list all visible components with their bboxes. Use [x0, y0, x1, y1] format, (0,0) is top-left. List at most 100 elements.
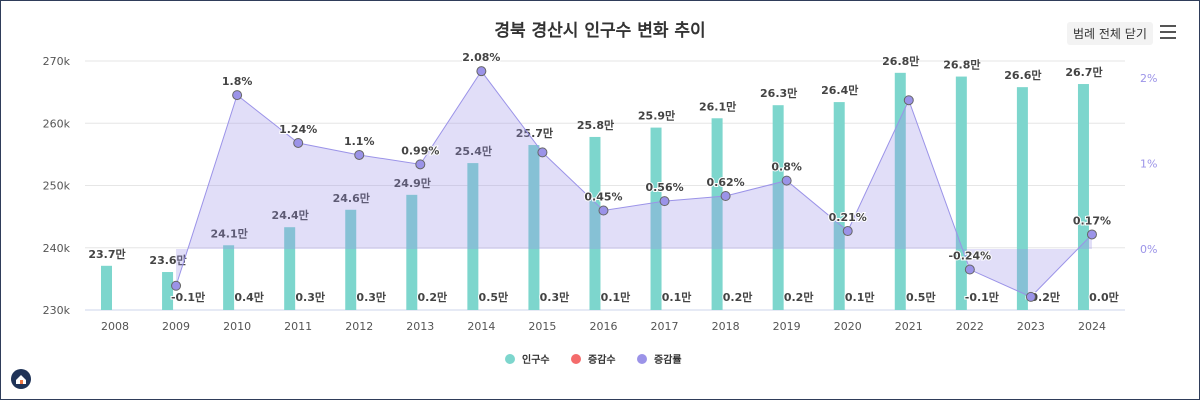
- legend-item: 증감수: [588, 354, 616, 366]
- population-label: 26.4만: [821, 83, 858, 97]
- rate-label: 0.62%: [707, 176, 745, 189]
- population-bar: [528, 145, 540, 310]
- change-label: 0.1만: [845, 290, 875, 304]
- population-label: 24.1만: [210, 226, 247, 240]
- change-label: -0.1만: [965, 290, 999, 304]
- x-tick-label: 2021: [895, 320, 923, 333]
- rate-point: [598, 205, 609, 216]
- chart-title: 경북 경산시 인구수 변화 추이: [494, 21, 706, 41]
- population-label: 26.7만: [1065, 65, 1102, 79]
- population-bar: [833, 102, 845, 311]
- x-tick-label: 2011: [284, 320, 312, 333]
- legend-marker: [637, 354, 647, 364]
- rate-line: [175, 70, 1093, 298]
- population-label: 24.4만: [272, 208, 309, 222]
- population-label: 23.7만: [88, 247, 125, 261]
- rate-point: [659, 196, 670, 207]
- population-bar: [711, 118, 723, 311]
- legend-marker: [571, 354, 581, 364]
- population-bar: [223, 245, 235, 310]
- y-tick-label: 260k: [43, 117, 71, 130]
- population-bar: [1077, 84, 1089, 310]
- y-tick-label: 230k: [43, 304, 71, 317]
- change-label: 0.4만: [234, 290, 264, 304]
- rate-label: 1.1%: [344, 135, 375, 148]
- change-label: 0.2만: [723, 290, 753, 304]
- rate-label: 2.08%: [462, 51, 500, 64]
- population-label: 25.8만: [577, 118, 614, 132]
- population-bar: [894, 72, 906, 310]
- population-label: 26.1만: [699, 99, 736, 113]
- x-tick-label: 2016: [589, 320, 617, 333]
- hamburger-icon[interactable]: [1160, 25, 1176, 39]
- change-label: -0.1만: [171, 290, 205, 304]
- x-tick-label: 2017: [651, 320, 679, 333]
- population-bar: [467, 163, 479, 310]
- y2-tick-label: 0%: [1140, 243, 1157, 256]
- rate-point: [232, 90, 243, 101]
- rate-point: [781, 175, 792, 186]
- rate-label: 1.24%: [279, 123, 317, 136]
- rate-point: [1086, 229, 1097, 240]
- x-tick-label: 2023: [1017, 320, 1045, 333]
- change-label: 0.3만: [295, 290, 325, 304]
- x-tick-label: 2014: [467, 320, 495, 333]
- change-label: 0.1만: [601, 290, 631, 304]
- y-tick-label: 250k: [43, 180, 71, 193]
- y2-tick-label: 1%: [1140, 158, 1157, 171]
- home-icon[interactable]: [11, 369, 31, 389]
- rate-point: [354, 149, 365, 160]
- population-bar: [284, 227, 296, 310]
- rate-area: [176, 71, 1092, 297]
- population-bar: [772, 105, 784, 310]
- y-tick-label: 270k: [43, 55, 71, 68]
- x-tick-label: 2015: [528, 320, 556, 333]
- population-label: 23.6만: [149, 253, 186, 267]
- x-tick-label: 2018: [712, 320, 740, 333]
- legend-item: 증감률: [654, 354, 682, 366]
- x-tick-label: 2022: [956, 320, 984, 333]
- population-label: 24.6만: [333, 191, 370, 205]
- legend-toggle-button[interactable]: 범례 전체 닫기: [1067, 22, 1153, 45]
- change-label: 0.0만: [1089, 290, 1119, 304]
- x-tick-label: 2008: [101, 320, 129, 333]
- rate-point: [964, 264, 975, 275]
- y2-tick-label: 2%: [1140, 72, 1157, 85]
- rate-point: [476, 66, 487, 77]
- population-bar: [650, 127, 662, 310]
- change-label: 0.3만: [356, 290, 386, 304]
- rate-point: [293, 137, 304, 148]
- x-tick-label: 2010: [223, 320, 251, 333]
- rate-point: [415, 159, 426, 170]
- population-label: 25.9만: [638, 109, 675, 123]
- rate-label: 0.8%: [771, 161, 802, 174]
- rate-point: [842, 226, 853, 237]
- change-label: 0.2만: [417, 290, 447, 304]
- rate-label: 0.56%: [645, 181, 683, 194]
- change-label: 0.2만: [784, 290, 814, 304]
- population-bar: [101, 265, 112, 310]
- population-label: 26.6만: [1004, 68, 1041, 82]
- population-label: 24.9만: [394, 176, 431, 190]
- x-tick-label: 2019: [773, 320, 801, 333]
- rate-label: 0.17%: [1073, 214, 1111, 227]
- rate-point: [720, 190, 731, 201]
- rate-point: [903, 95, 914, 106]
- rate-label: 0.99%: [401, 144, 439, 157]
- population-bar: [955, 76, 967, 310]
- x-tick-label: 2013: [406, 320, 434, 333]
- population-bar: [345, 209, 357, 310]
- population-bar: [589, 136, 601, 310]
- change-label: 0.1만: [662, 290, 692, 304]
- x-tick-label: 2012: [345, 320, 373, 333]
- rate-label: 0.21%: [829, 211, 867, 224]
- population-bar: [1016, 87, 1028, 311]
- change-label: 0.5만: [479, 290, 509, 304]
- change-label: 0.5만: [906, 290, 936, 304]
- population-label: 26.8만: [943, 58, 980, 72]
- rate-point: [171, 280, 182, 291]
- rate-point: [537, 147, 548, 158]
- population-bar: [162, 272, 174, 310]
- x-tick-label: 2024: [1078, 320, 1106, 333]
